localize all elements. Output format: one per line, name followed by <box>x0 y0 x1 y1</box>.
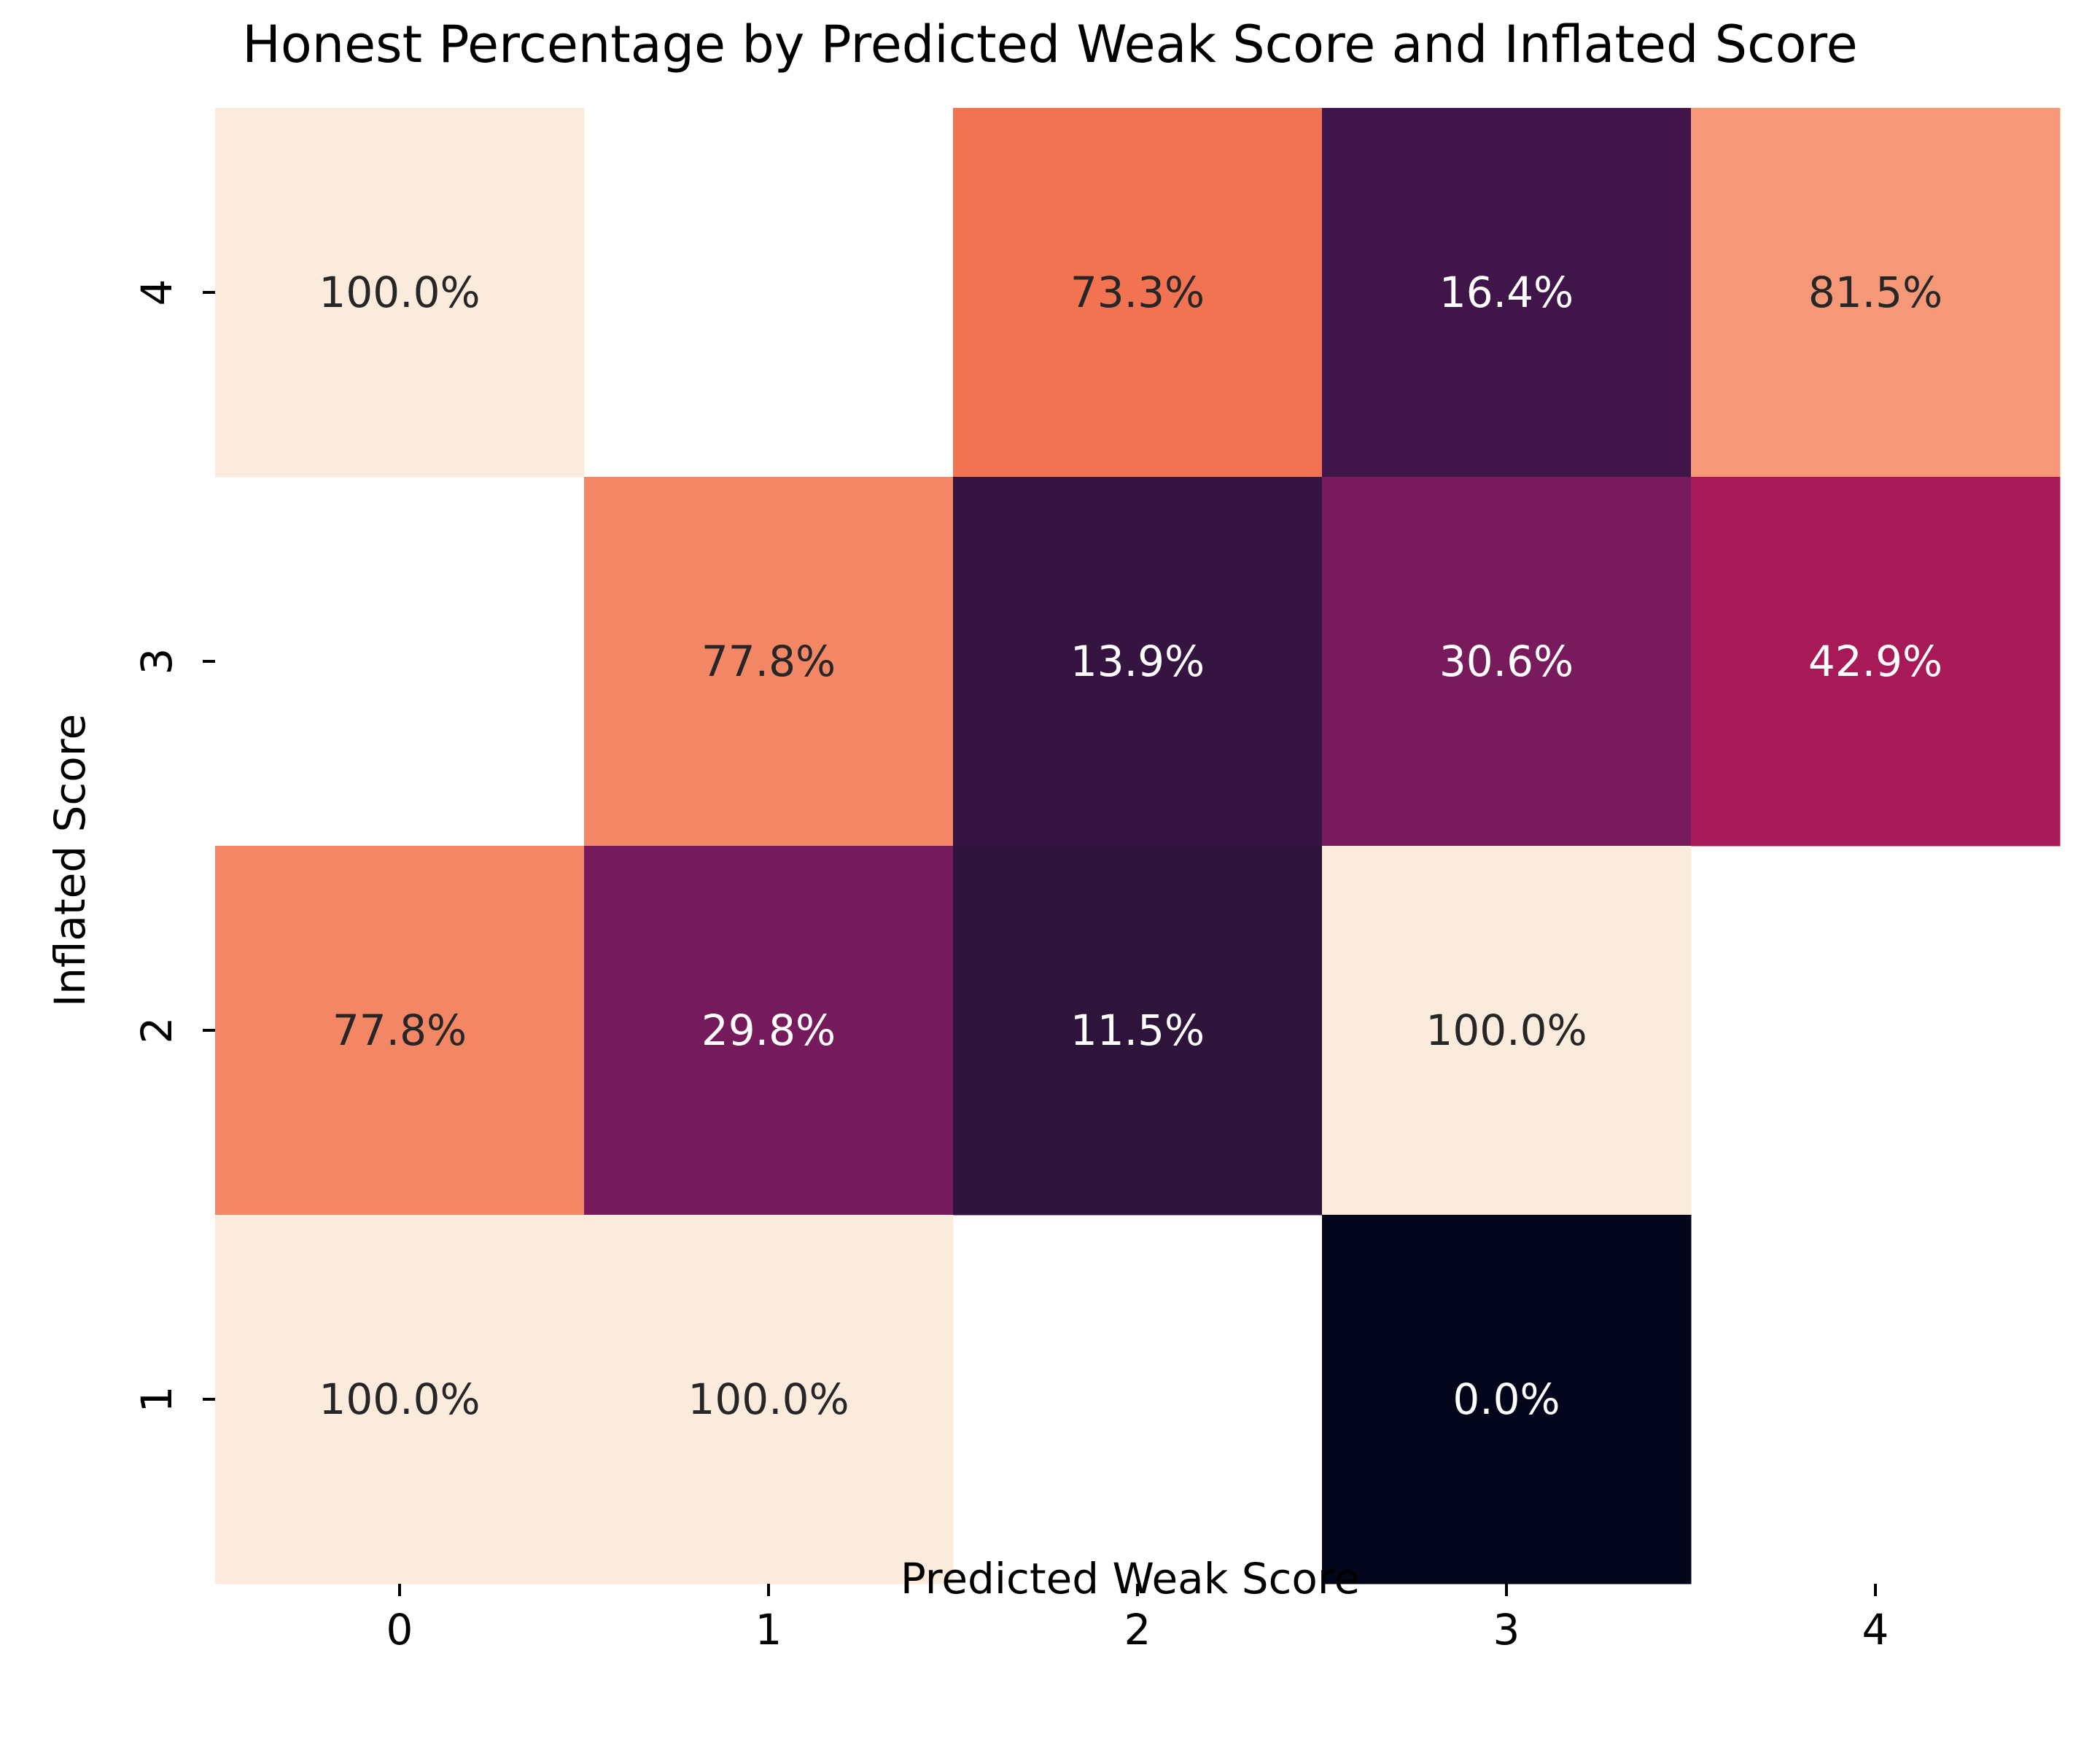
x-tick-label: 3 <box>1493 1605 1520 1654</box>
x-tick-label: 0 <box>386 1605 413 1654</box>
x-axis: 0 1 2 3 4 <box>386 1584 1889 1654</box>
cell-value-label: 73.3% <box>1070 268 1205 317</box>
y-tick-label: 2 <box>132 1017 182 1044</box>
cell-value-label: 100.0% <box>319 268 480 317</box>
heatmap-cell <box>584 1215 954 1584</box>
x-tick-label: 1 <box>755 1605 782 1654</box>
heatmap-cell <box>953 477 1323 847</box>
cell-value-label: 16.4% <box>1439 268 1574 317</box>
cell-value-label: 100.0% <box>319 1374 480 1424</box>
heatmap-cell <box>1322 846 1692 1216</box>
heatmap-cell <box>1322 1215 1692 1584</box>
cell-value-label: 11.5% <box>1070 1006 1205 1055</box>
x-axis-label: Predicted Weak Score <box>901 1554 1360 1603</box>
heatmap-cell <box>215 846 585 1216</box>
cell-value-label: 0.0% <box>1452 1374 1560 1424</box>
heatmap-cell <box>584 846 954 1216</box>
cell-value-label: 100.0% <box>1426 1006 1587 1055</box>
cell-value-label: 77.8% <box>332 1006 467 1055</box>
heatmap-cell <box>1322 108 1692 478</box>
cell-value-label: 30.6% <box>1439 637 1574 686</box>
chart-title: Honest Percentage by Predicted Weak Scor… <box>242 15 1857 74</box>
heatmap-cell <box>215 1215 585 1584</box>
heatmap-cell <box>953 846 1323 1216</box>
cell-value-label: 100.0% <box>688 1374 849 1424</box>
cell-value-label: 13.9% <box>1070 637 1205 686</box>
y-tick-label: 1 <box>132 1386 182 1413</box>
heatmap-cell <box>1322 477 1692 847</box>
heatmap-cells: 100.0% 73.3% 16.4% 81.5% 77.8% 13.9% 30.6% 42.9… <box>215 108 2061 1584</box>
cell-value-label: 29.8% <box>701 1006 836 1055</box>
heatmap-cell <box>953 108 1323 478</box>
y-tick-label: 3 <box>132 648 182 675</box>
x-tick-label: 2 <box>1124 1605 1151 1654</box>
cell-value-label: 81.5% <box>1808 268 1942 317</box>
heatmap-cell <box>1691 477 2061 847</box>
y-axis: 4 3 2 1 <box>132 279 215 1413</box>
heatmap-cell <box>584 477 954 847</box>
heatmap-cell <box>215 108 585 478</box>
x-tick-label: 4 <box>1862 1605 1889 1654</box>
y-axis-label: Inflated Score <box>45 714 95 1007</box>
cell-value-label: 77.8% <box>701 637 836 686</box>
y-tick-label: 4 <box>132 279 182 306</box>
heatmap-cell <box>1691 108 2061 478</box>
cell-value-label: 42.9% <box>1808 637 1942 686</box>
